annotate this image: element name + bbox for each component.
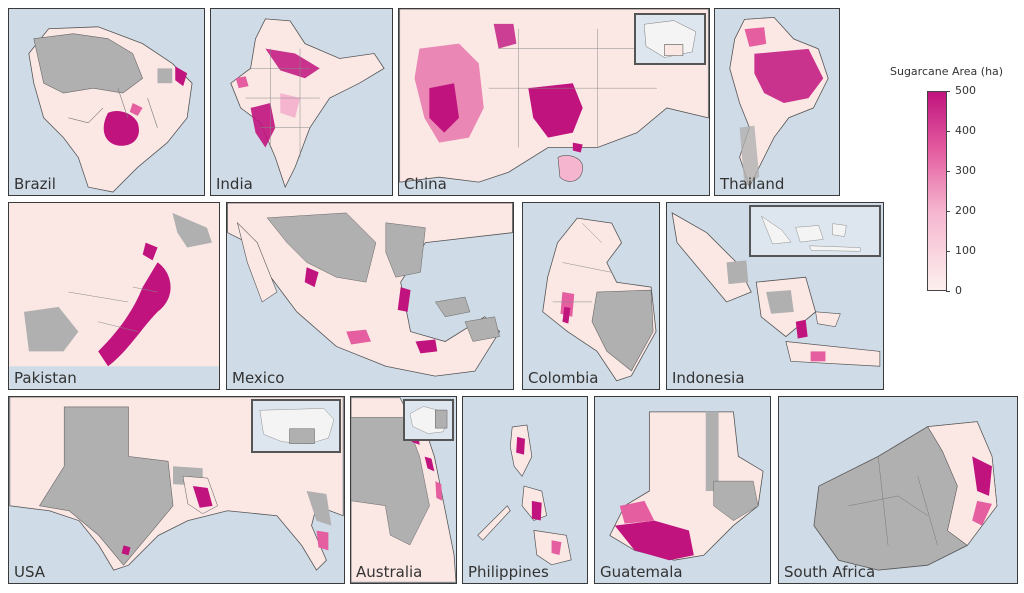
guatemala-map (609, 411, 764, 561)
panel-label-brazil: Brazil (14, 175, 56, 193)
legend-tick-300: 300 (946, 164, 976, 177)
india-map (230, 18, 385, 189)
map-panel-thailand: Thailand (714, 8, 840, 196)
map-panel-mexico: Mexico (226, 202, 514, 390)
brazil-map (28, 26, 193, 193)
pakistan-map (9, 203, 219, 389)
panel-label-pakistan: Pakistan (14, 369, 77, 387)
indonesia-locator-inset (749, 205, 881, 257)
map-panel-indonesia: Indonesia (666, 202, 884, 390)
map-panel-india: India (210, 8, 393, 196)
australia-map (351, 397, 456, 583)
colombia-map (542, 217, 657, 382)
china-locator-map (643, 20, 697, 58)
panel-label-colombia: Colombia (528, 369, 599, 387)
australia-locator-inset (403, 399, 454, 441)
map-panel-colombia: Colombia (522, 202, 660, 390)
indonesia-locator-map (760, 215, 861, 252)
thailand-map (729, 16, 829, 188)
mexico-map (227, 203, 513, 377)
usa-locator-map (259, 408, 335, 444)
legend-tick-400: 400 (946, 124, 976, 137)
china-map (399, 9, 709, 183)
map-panel-usa: USA (8, 396, 345, 584)
panel-label-mexico: Mexico (232, 369, 285, 387)
south-africa-map (813, 421, 998, 571)
colorbar-gradient (927, 91, 947, 291)
legend-tick-100: 100 (946, 244, 976, 257)
panel-label-india: India (216, 175, 253, 193)
legend-title: Sugarcane Area (ha) (890, 65, 1004, 78)
philippines-map (477, 424, 572, 566)
panel-label-australia: Australia (356, 563, 423, 581)
map-panel-pakistan: Pakistan (8, 202, 220, 390)
panel-label-thailand: Thailand (720, 175, 785, 193)
map-panel-philippines: Philippines (462, 396, 588, 584)
panel-label-south-africa: South Africa (784, 563, 876, 581)
australia-locator-map (409, 406, 448, 434)
panel-label-indonesia: Indonesia (672, 369, 745, 387)
legend-tick-0: 0 (946, 284, 962, 297)
panel-label-china: China (404, 175, 447, 193)
usa-locator-inset (251, 399, 341, 453)
panel-label-guatemala: Guatemala (600, 563, 683, 581)
panel-label-philippines: Philippines (468, 563, 549, 581)
china-locator-inset (634, 13, 706, 65)
colorbar-legend: Sugarcane Area (ha) 500 400 300 200 100 … (880, 60, 1020, 300)
legend-tick-200: 200 (946, 204, 976, 217)
legend-tick-500: 500 (946, 84, 976, 97)
indonesia-map (671, 212, 881, 367)
map-panel-australia: Australia (350, 396, 457, 584)
map-panel-china: China (398, 8, 710, 196)
map-panel-guatemala: Guatemala (594, 396, 771, 584)
panel-label-usa: USA (14, 563, 46, 581)
map-panel-brazil: Brazil (8, 8, 205, 196)
map-panel-south-africa: South Africa (778, 396, 1018, 584)
